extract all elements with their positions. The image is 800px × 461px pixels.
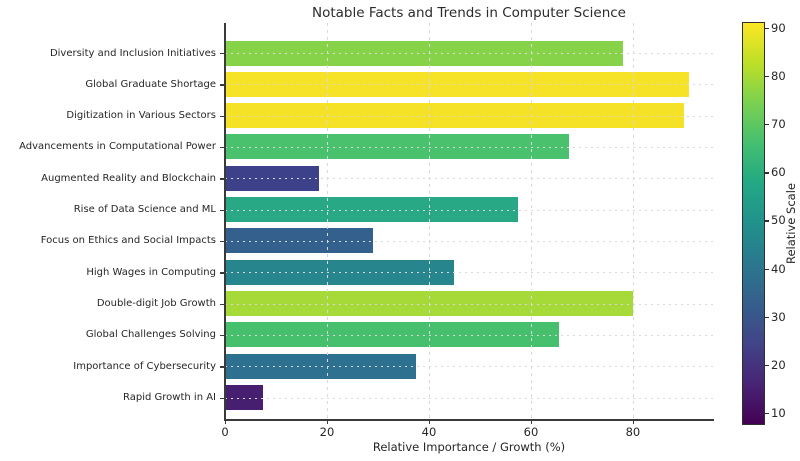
gridline-horizontal: [225, 84, 713, 86]
colorbar-tick-mark: [765, 27, 769, 30]
colorbar-tick-label: 70: [771, 117, 786, 132]
y-tick-mark: [220, 397, 224, 399]
x-tick-mark: [326, 420, 329, 424]
y-tick-mark: [220, 84, 224, 86]
x-tick-mark: [428, 420, 431, 424]
x-tick-label: 80: [625, 425, 641, 439]
x-tick-mark: [225, 420, 227, 424]
x-tick-label: 60: [523, 425, 539, 439]
gridline-horizontal: [225, 366, 713, 368]
y-tick-mark: [220, 209, 224, 211]
y-tick-mark: [220, 272, 224, 274]
y-axis-label: Global Graduate Shortage: [85, 78, 216, 90]
colorbar-tick-mark: [765, 124, 769, 126]
colorbar-tick-label: 40: [771, 261, 786, 276]
gridline-horizontal: [225, 146, 713, 148]
gridline-vertical: [530, 23, 532, 419]
y-tick-mark: [220, 334, 224, 337]
gridline-horizontal: [225, 272, 713, 274]
gridline-horizontal: [225, 334, 713, 336]
x-axis-title: Relative Importance / Growth (%): [372, 440, 566, 454]
y-axis-label: Rapid Growth in AI: [123, 392, 216, 404]
colorbar-tick-label: 10: [771, 405, 786, 420]
y-axis-label: Augmented Reality and Blockchain: [41, 172, 216, 184]
gridline-horizontal: [225, 178, 713, 180]
gridline-horizontal: [225, 53, 713, 54]
gridline-horizontal: [225, 397, 713, 399]
colorbar-tick-mark: [765, 268, 769, 270]
y-tick-mark: [220, 146, 224, 149]
plot-area: [225, 23, 713, 419]
colorbar-tick-label: 20: [771, 357, 786, 372]
y-axis-label: Importance of Cybersecurity: [73, 360, 216, 372]
x-tick-label: 40: [421, 425, 437, 439]
colorbar-tick-label: 30: [771, 309, 786, 324]
y-tick-mark: [220, 115, 224, 118]
colorbar-tick-mark: [765, 316, 769, 319]
colorbar-tick-label: 50: [771, 213, 786, 228]
colorbar-tick-mark: [765, 75, 769, 78]
colorbar-tick-mark: [765, 220, 769, 222]
y-axis-label: Diversity and Inclusion Initiatives: [49, 47, 216, 59]
chart-title: Notable Facts and Trends in Computer Sci…: [312, 5, 626, 21]
x-tick-mark: [632, 420, 635, 424]
x-tick-label: 0: [221, 425, 229, 439]
colorbar-tick-mark: [765, 364, 769, 367]
colorbar-title: Relative Scale: [784, 183, 798, 264]
gridline-vertical: [428, 23, 430, 419]
colorbar-tick-label: 90: [771, 20, 786, 35]
x-tick-mark: [530, 420, 533, 424]
colorbar-tick-mark: [765, 412, 769, 415]
y-tick-mark: [220, 53, 224, 55]
y-axis-label: Double-digit Job Growth: [96, 298, 216, 310]
y-axis-label: High Wages in Computing: [86, 266, 216, 278]
x-axis-spine: [224, 419, 714, 421]
colorbar-tick-label: 80: [771, 68, 786, 83]
y-tick-mark: [220, 178, 224, 180]
gridline-vertical: [326, 23, 328, 419]
y-tick-mark: [220, 240, 224, 243]
gridline-horizontal: [225, 240, 713, 242]
colorbar: [742, 22, 765, 425]
colorbar-tick-label: 60: [771, 165, 786, 180]
y-axis-label: Rise of Data Science and ML: [73, 204, 216, 216]
y-axis-label: Advancements in Computational Power: [19, 141, 216, 153]
gridline-vertical: [632, 23, 634, 419]
y-axis-spine: [224, 23, 226, 419]
y-tick-mark: [220, 366, 224, 368]
x-tick-label: 20: [319, 425, 335, 439]
gridline-horizontal: [225, 303, 713, 305]
colorbar-tick-mark: [765, 172, 769, 174]
y-axis-label: Global Challenges Solving: [85, 329, 216, 341]
y-axis-label: Focus on Ethics and Social Impacts: [40, 235, 216, 247]
gridline-horizontal: [225, 115, 713, 117]
gridline-horizontal: [225, 209, 713, 211]
y-axis-label: Digitization in Various Sectors: [66, 110, 216, 122]
y-tick-mark: [220, 303, 224, 305]
